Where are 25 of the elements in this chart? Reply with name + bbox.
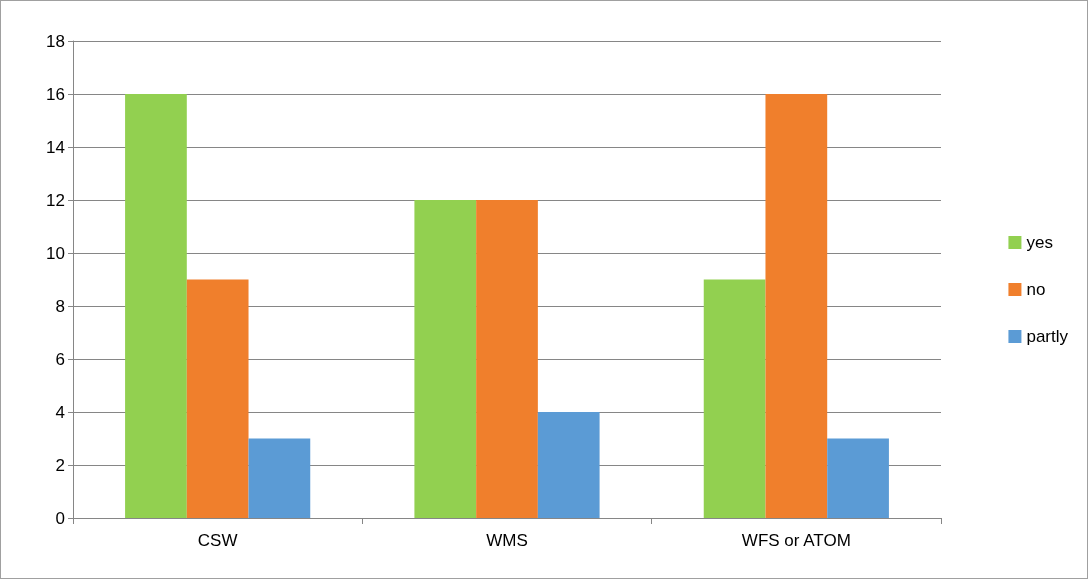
y-tick-label: 16 — [46, 84, 65, 104]
bar — [765, 94, 828, 518]
y-tick-label: 8 — [55, 296, 65, 316]
bar — [125, 94, 187, 518]
y-tick-label: 2 — [55, 455, 65, 475]
y-tick-label: 4 — [55, 402, 65, 422]
y-tick-label: 12 — [46, 190, 65, 210]
y-tick-label: 6 — [55, 349, 65, 369]
bar — [248, 438, 311, 518]
bar — [537, 412, 600, 518]
bar — [703, 279, 766, 518]
x-tick-label: CSW — [197, 531, 238, 550]
bar — [414, 200, 477, 518]
bar — [186, 279, 249, 518]
legend-label: yes — [1026, 233, 1053, 252]
legend-label: partly — [1026, 327, 1069, 346]
y-tick-label: 18 — [46, 31, 65, 51]
x-tick-label: WFS or ATOM — [741, 531, 851, 550]
y-tick-label: 10 — [46, 243, 65, 263]
bar — [827, 438, 889, 518]
y-tick-label: 14 — [46, 137, 65, 157]
y-tick-label: 0 — [55, 508, 65, 528]
bar — [476, 200, 538, 518]
legend-label: no — [1026, 280, 1046, 299]
x-tick-label: WMS — [486, 531, 528, 550]
